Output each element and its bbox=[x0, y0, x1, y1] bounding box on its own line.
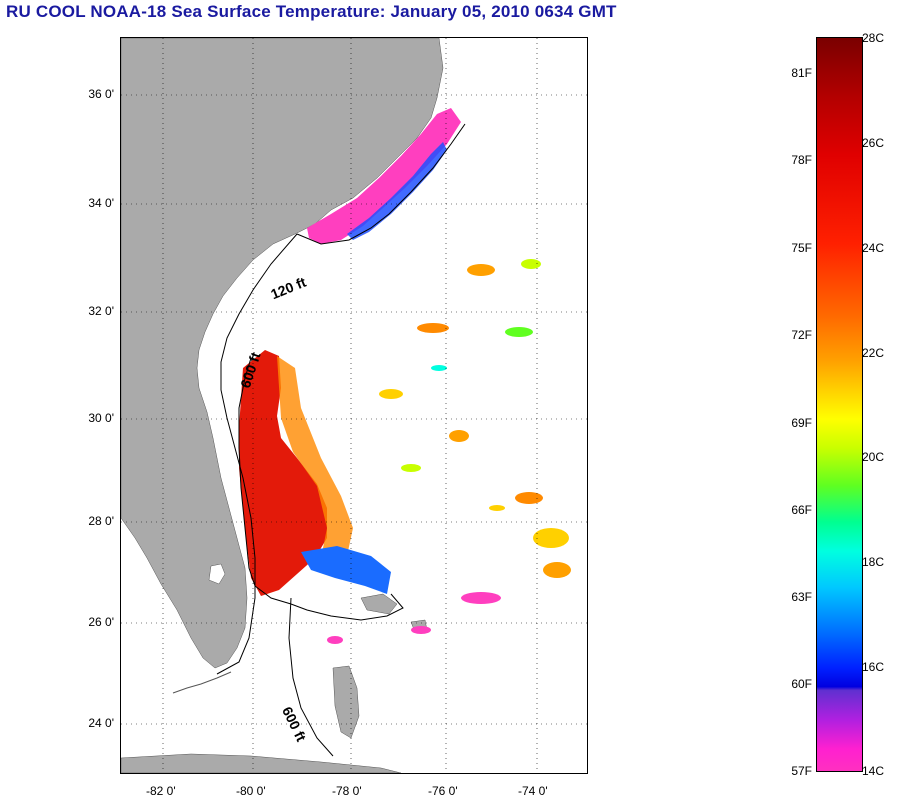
colorbar-label-16c: 16C bbox=[862, 660, 885, 674]
sst-gulf-stream bbox=[239, 350, 327, 596]
colorbar-label-69f: 69F bbox=[791, 416, 812, 430]
florida-keys bbox=[172, 671, 232, 694]
colorbar bbox=[816, 37, 863, 772]
sst-blue-band bbox=[347, 142, 447, 240]
colorbar-label-18c: 18C bbox=[862, 555, 885, 569]
colorbar-label-22c: 22C bbox=[862, 346, 885, 360]
colorbar-label-14c: 14C bbox=[862, 764, 885, 778]
mainland bbox=[121, 38, 444, 669]
colorbar-label-72f: 72F bbox=[791, 328, 812, 342]
lon-label-80: -80 0' bbox=[236, 784, 266, 798]
colorbar-label-24c: 24C bbox=[862, 241, 885, 255]
sst-gulf-stream-orange bbox=[277, 356, 353, 574]
lat-label-24: 24 0' bbox=[88, 716, 114, 730]
lon-label-76: -76 0' bbox=[428, 784, 458, 798]
colorbar-label-28c: 28C bbox=[862, 31, 885, 45]
sst-map[interactable] bbox=[120, 37, 588, 774]
colorbar-label-66f: 66F bbox=[791, 503, 812, 517]
colorbar-label-20c: 20C bbox=[862, 450, 885, 464]
colorbar-label-81f: 81F bbox=[791, 66, 812, 80]
sst-offshore-patches bbox=[327, 259, 571, 644]
lat-label-34: 34 0' bbox=[88, 196, 114, 210]
colorbar-label-57f: 57F bbox=[791, 764, 812, 778]
colorbar-label-75f: 75F bbox=[791, 241, 812, 255]
lat-label-28: 28 0' bbox=[88, 514, 114, 528]
colorbar-label-78f: 78F bbox=[791, 153, 812, 167]
lon-label-74: -74 0' bbox=[518, 784, 548, 798]
lon-label-82: -82 0' bbox=[146, 784, 176, 798]
map-svg bbox=[121, 38, 587, 773]
cuba bbox=[121, 753, 402, 773]
lake-okeechobee bbox=[208, 563, 226, 585]
sst-cold-coastal bbox=[307, 108, 461, 244]
colorbar-label-63f: 63F bbox=[791, 590, 812, 604]
map-title: RU COOL NOAA-18 Sea Surface Temperature:… bbox=[6, 2, 617, 21]
lon-label-78: -78 0' bbox=[332, 784, 362, 798]
contour-120ft bbox=[216, 123, 466, 675]
colorbar-label-60f: 60F bbox=[791, 677, 812, 691]
lat-label-36: 36 0' bbox=[88, 87, 114, 101]
colorbar-label-26c: 26C bbox=[862, 136, 885, 150]
lat-label-32: 32 0' bbox=[88, 304, 114, 318]
lat-label-26: 26 0' bbox=[88, 615, 114, 629]
lat-label-30: 30 0' bbox=[88, 411, 114, 425]
andros-island bbox=[332, 665, 360, 739]
sst-blue-eddy bbox=[301, 546, 391, 594]
contour-600ft bbox=[238, 357, 404, 757]
